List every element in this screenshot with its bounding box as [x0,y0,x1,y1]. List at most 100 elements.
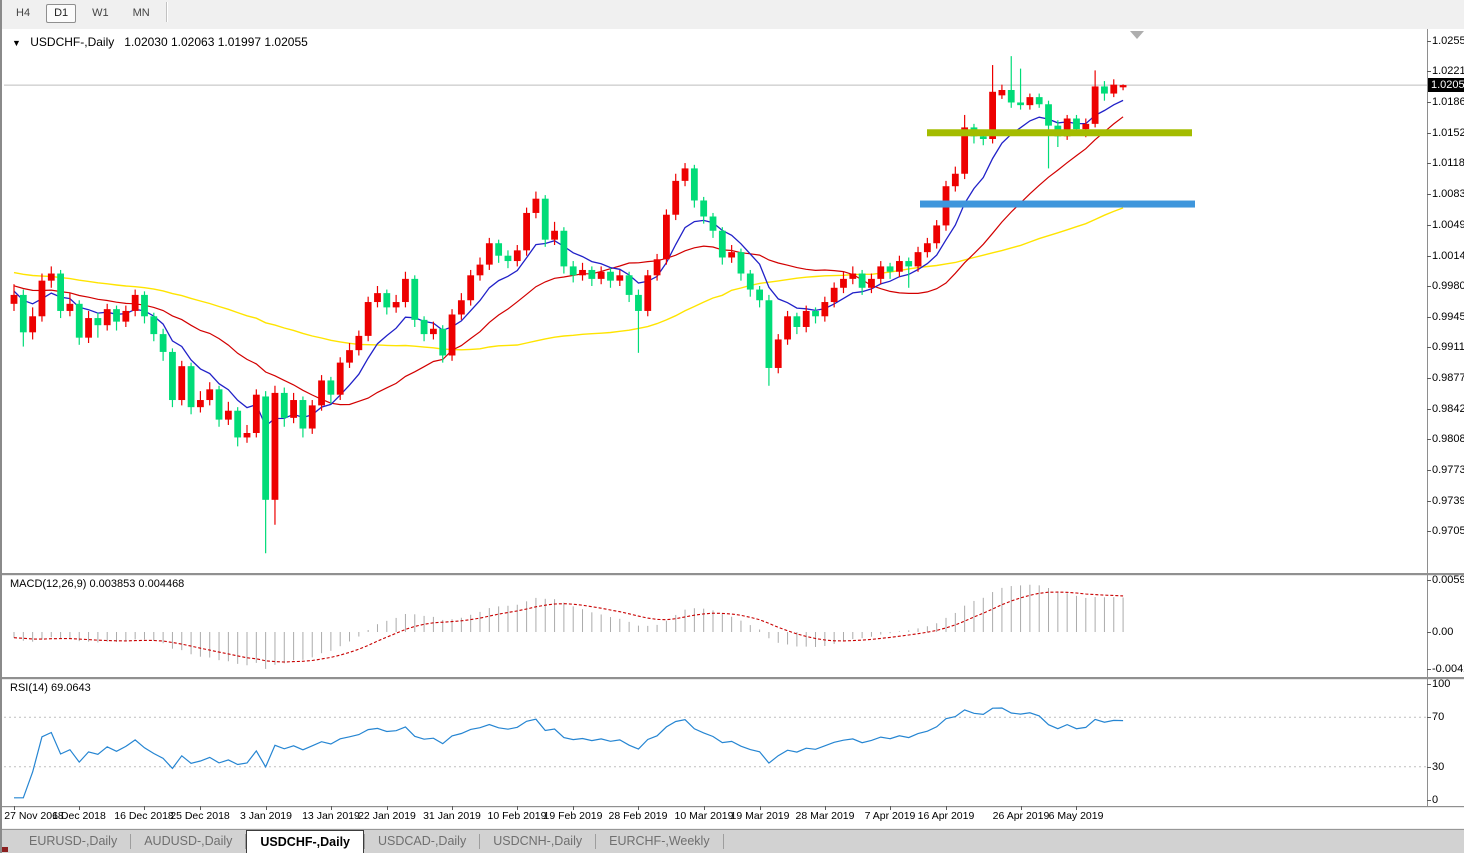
candle-up [532,198,540,213]
symbol-tab-usdchf[interactable]: USDCHF-,Daily [246,830,364,853]
symbol-tab-eurchf[interactable]: EURCHF-,Weekly [609,834,710,848]
candle-up [951,173,959,187]
timeframe-button-h4[interactable]: H4 [16,7,31,19]
candle-up [597,271,605,279]
candle-up [914,252,922,267]
macd-axis-label: -0.004243 [1432,663,1464,675]
axis-tick [1427,317,1431,318]
macd-indicator-label: MACD(12,26,9) 0.003853 0.004468 [10,578,185,590]
macd-pane-splitter[interactable] [2,573,1464,576]
candle-up [1091,86,1099,124]
symbol-tab-audusd[interactable]: AUDUSD-,Daily [144,834,233,848]
candle-up [402,278,409,303]
ma-medium-line [13,116,1124,406]
axis-tick [1427,225,1431,226]
candle-down [57,273,64,311]
axis-tick [1427,767,1431,768]
candle-down [635,294,642,311]
candle-down [700,200,708,217]
candle-up [933,225,941,244]
resistance-line[interactable] [927,129,1192,137]
date-axis-splitter [2,806,1464,808]
date-axis-label: 7 Apr 2019 [864,810,916,822]
date-axis-label: 6 May 2019 [1048,810,1104,822]
macd-axis-label: 0.00 [1432,626,1454,638]
date-axis-label: 10 Mar 2019 [674,810,734,822]
date-axis-tick [144,806,145,810]
date-axis-label: 19 Feb 2019 [543,810,603,822]
chart-background [2,29,1464,828]
timeframe-button-w1[interactable]: W1 [92,7,109,19]
date-axis-label: 27 Nov 2018 [4,810,64,822]
candle-up [103,309,111,326]
candle-up [821,302,829,317]
candle-down [150,316,158,335]
date-axis-tick [890,806,891,810]
candle-down [718,230,726,258]
date-axis-tick [1076,806,1077,810]
date-axis-label: 28 Mar 2019 [795,810,855,822]
candle-up [197,400,204,408]
date-axis-label: 22 Jan 2019 [358,810,416,822]
timeframe-button-mn[interactable]: MN [132,7,150,19]
candle-down [234,410,242,438]
candle-up [877,266,885,279]
candle-up [66,303,74,311]
candle-up [271,392,279,500]
symbol-tab-usdcad[interactable]: USDCAD-,Daily [378,834,467,848]
date-axis-label: 28 Feb 2019 [608,810,668,822]
chart-symbol-period: USDCHF-,Daily [30,35,115,49]
candle-up [336,362,344,395]
date-axis-tick [200,806,201,810]
axis-tick [1427,439,1431,440]
date-axis-tick [14,806,15,810]
date-axis-tick [825,806,826,810]
price-axis-label: 1.01520 [1432,127,1464,139]
candle-down [75,303,83,338]
symbol-tab-usdcnh[interactable]: USDCNH-,Daily [493,834,583,848]
symbol-tab-eurusd[interactable]: EURUSD-,Daily [29,834,118,848]
candle-up [784,316,791,340]
rsi-pane-splitter[interactable] [2,677,1464,680]
candle-down [383,293,391,308]
candle-up [243,432,251,438]
date-axis-tick [946,806,947,810]
rsi-line [14,707,1124,799]
support-line[interactable] [920,200,1195,208]
rsi-axis-label: 100 [1432,678,1451,690]
axis-tick [1427,41,1431,42]
candle-down [299,400,307,429]
date-axis-tick [79,806,80,810]
axis-tick [1427,684,1431,685]
candle-up [868,278,875,288]
candle-up [830,287,838,303]
current-price-axis-box: 1.02055 [1428,78,1464,92]
date-axis-label: 16 Apr 2019 [917,810,975,822]
candle-down [169,351,176,401]
macd-pane [13,584,1124,669]
rsi-indicator-label: RSI(14) 69.0643 [10,682,91,694]
candle-up [47,273,55,281]
collapse-triangle-icon[interactable]: ▼ [12,38,21,48]
candle-down [690,168,698,201]
chart-ohlc-values: 1.02030 1.02063 1.01997 1.02055 [124,35,308,49]
axis-tick [1427,378,1431,379]
candle-up [644,275,652,311]
axis-tick [1427,194,1431,195]
candle-down [709,216,717,231]
candle-down [756,289,763,301]
date-axis-tick [266,806,267,810]
candle-down [280,392,288,418]
candle-down [569,266,577,276]
candle-up [122,310,130,322]
timeframe-button-d1[interactable]: D1 [46,4,77,23]
chart-shift-marker-icon[interactable] [1130,31,1144,39]
axis-tick [1427,470,1431,471]
candle-down [793,316,801,327]
